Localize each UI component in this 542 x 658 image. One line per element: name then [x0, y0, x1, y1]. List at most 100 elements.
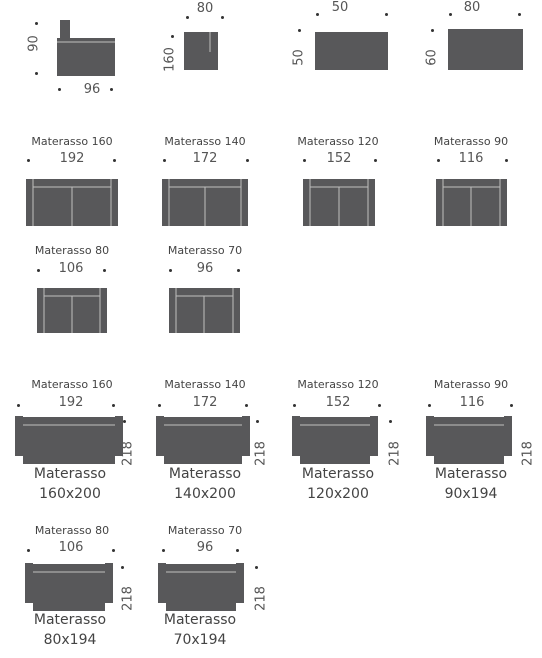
model-label: Materasso 80	[34, 244, 110, 257]
pouf-depth: 50	[291, 49, 307, 66]
dimension-dot	[245, 404, 248, 407]
dimension-dot	[437, 159, 440, 162]
mattress-size: 70x194	[173, 632, 227, 648]
mattress-line1: Materasso	[163, 612, 237, 628]
dimension-dot	[186, 16, 189, 19]
width-value: 172	[192, 151, 218, 166]
dimension-dot	[162, 549, 165, 552]
closed-sofa-shape	[162, 179, 249, 227]
dimension-dot	[17, 404, 20, 407]
closed-sofa-shape	[37, 288, 108, 334]
width-value: 96	[196, 540, 214, 555]
mattress-size: 120x200	[307, 486, 369, 502]
dimension-dot	[298, 29, 301, 32]
model-label: Materasso 160	[31, 378, 113, 391]
open-bed-shape	[25, 563, 113, 611]
model-label: Materasso 90	[433, 135, 509, 148]
mattress-size: 90x194	[444, 486, 498, 502]
dimension-dot	[112, 404, 115, 407]
open-bed-shape	[156, 416, 250, 464]
width-value: 116	[458, 151, 484, 166]
dimension-dot	[246, 159, 249, 162]
open-bed-shape	[158, 563, 244, 611]
mattress-line1: Materasso	[33, 466, 107, 482]
mattress-size: 160x200	[39, 486, 101, 502]
dimension-dot	[237, 269, 240, 272]
model-label: Materasso 70	[167, 524, 243, 537]
armchair-depth: 90	[26, 35, 42, 52]
dimension-dot	[431, 29, 434, 32]
dimension-dot	[378, 404, 381, 407]
dimension-dot	[256, 420, 259, 423]
dimension-dot	[449, 13, 452, 16]
open-bed-shape	[15, 416, 123, 464]
model-label: Materasso 120	[297, 378, 379, 391]
dimension-dot	[293, 404, 296, 407]
dimension-dot	[428, 404, 431, 407]
model-label: Materasso 140	[164, 378, 246, 391]
dimension-dot	[37, 269, 40, 272]
dimension-dot	[389, 420, 392, 423]
dimension-dot	[58, 88, 61, 91]
pouf-width: 50	[331, 0, 349, 15]
width-value: 116	[459, 395, 485, 410]
closed-sofa-shape	[303, 179, 376, 227]
bench-shape	[448, 29, 524, 73]
model-label: Materasso 140	[164, 135, 246, 148]
width-value: 106	[58, 540, 84, 555]
mattress-line1: Materasso	[168, 466, 242, 482]
dimension-dot	[27, 159, 30, 162]
mattress-size: 80x194	[43, 632, 97, 648]
dimension-dot	[236, 549, 239, 552]
dimension-dot	[316, 13, 319, 16]
dimension-dot	[169, 269, 172, 272]
model-label: Materasso 90	[433, 378, 509, 391]
model-label: Materasso 120	[297, 135, 379, 148]
dimension-dot	[221, 16, 224, 19]
width-value: 192	[58, 395, 84, 410]
mattress-line1: Materasso	[434, 466, 508, 482]
dimension-dot	[518, 13, 521, 16]
width-value: 152	[326, 151, 352, 166]
closed-sofa-shape	[169, 288, 241, 334]
mattress-size: 140x200	[174, 486, 236, 502]
dimension-dot	[121, 566, 124, 569]
bench-width: 80	[463, 0, 481, 15]
dimension-dot	[112, 549, 115, 552]
open-bed-shape	[426, 416, 512, 464]
pouf-shape	[315, 32, 389, 72]
dimension-dot	[163, 159, 166, 162]
armchair-shape	[57, 20, 117, 80]
width-value: 96	[196, 261, 214, 276]
corner-shape	[184, 32, 220, 72]
width-value: 192	[59, 151, 85, 166]
model-label: Materasso 80	[34, 524, 110, 537]
armchair-width: 96	[83, 82, 101, 97]
length-value: 218	[120, 586, 136, 611]
closed-sofa-shape	[436, 179, 508, 227]
dimension-dot	[27, 549, 30, 552]
length-value: 218	[520, 441, 536, 466]
open-bed-shape	[292, 416, 378, 464]
corner-depth: 160	[162, 47, 178, 72]
closed-sofa-shape	[26, 179, 119, 227]
dimension-dot	[303, 159, 306, 162]
model-label: Materasso 160	[31, 135, 113, 148]
dimension-dot	[374, 159, 377, 162]
dimension-dot	[113, 159, 116, 162]
mattress-line1: Materasso	[301, 466, 375, 482]
dimension-dot	[510, 404, 513, 407]
length-value: 218	[253, 586, 269, 611]
dimension-dot	[123, 420, 126, 423]
bench-depth: 60	[424, 49, 440, 66]
width-value: 106	[58, 261, 84, 276]
width-value: 152	[325, 395, 351, 410]
dimension-dot	[35, 72, 38, 75]
model-label: Materasso 70	[167, 244, 243, 257]
dimension-dot	[385, 13, 388, 16]
dimension-dot	[171, 35, 174, 38]
length-value: 218	[253, 441, 269, 466]
mattress-line1: Materasso	[33, 612, 107, 628]
corner-width: 80	[196, 1, 214, 16]
dimension-dot	[255, 566, 258, 569]
